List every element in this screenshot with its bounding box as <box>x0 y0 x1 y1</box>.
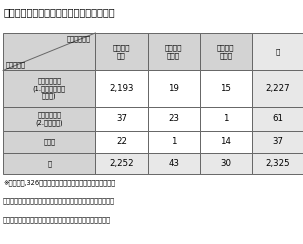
Text: 61: 61 <box>272 114 283 123</box>
Text: 性・年齢
無回答: 性・年齢 無回答 <box>217 45 235 59</box>
Text: 計: 計 <box>47 160 51 167</box>
Bar <box>148 152 200 174</box>
Text: 1: 1 <box>171 137 176 146</box>
Bar <box>3 152 95 174</box>
Text: 22: 22 <box>116 137 127 146</box>
Text: 図表５　回答申告者別の性・年齢一致状況: 図表５ 回答申告者別の性・年齢一致状況 <box>3 7 115 17</box>
Text: 2,325: 2,325 <box>265 159 290 168</box>
Bar <box>148 131 200 152</box>
Text: た（＝対象者が特定できない）票が１票あり、名簿との性・: た（＝対象者が特定できない）票が１票あり、名簿との性・ <box>3 198 115 204</box>
Text: 37: 37 <box>272 137 283 146</box>
Bar <box>3 131 95 152</box>
Text: 年齢の照合ができないため上記の表からは除外している。: 年齢の照合ができないため上記の表からは除外している。 <box>3 216 111 223</box>
Text: 1: 1 <box>223 114 228 123</box>
Text: 2,193: 2,193 <box>109 84 134 93</box>
Text: 回答者申告: 回答者申告 <box>6 61 26 68</box>
Text: 計: 計 <box>276 48 280 55</box>
Bar <box>95 131 148 152</box>
Text: 本人回答申告
(1.郵便宛名のご
本人様): 本人回答申告 (1.郵便宛名のご 本人様) <box>33 78 66 99</box>
Text: 性・年齢
一致: 性・年齢 一致 <box>113 45 130 59</box>
Text: 19: 19 <box>168 84 179 93</box>
Text: 15: 15 <box>220 84 231 93</box>
Text: 23: 23 <box>168 114 179 123</box>
Text: 14: 14 <box>220 137 231 146</box>
Text: 30: 30 <box>220 159 231 168</box>
Bar <box>200 152 252 174</box>
Text: 性・年齢
不一致: 性・年齢 不一致 <box>165 45 182 59</box>
Text: 代理回答申告
(2.代理の方): 代理回答申告 (2.代理の方) <box>35 112 63 126</box>
Bar <box>95 152 148 174</box>
Text: 43: 43 <box>168 159 179 168</box>
Text: 37: 37 <box>116 114 127 123</box>
Text: 名簿との照合: 名簿との照合 <box>67 35 91 42</box>
Bar <box>252 131 303 152</box>
Bar <box>252 152 303 174</box>
Text: ※返送数２,326票のうち、調査票の整理番号が破かれてい: ※返送数２,326票のうち、調査票の整理番号が破かれてい <box>3 179 115 186</box>
Text: 2,227: 2,227 <box>265 84 290 93</box>
Bar <box>200 131 252 152</box>
Text: 2,252: 2,252 <box>109 159 134 168</box>
Text: 無回答: 無回答 <box>43 139 55 145</box>
